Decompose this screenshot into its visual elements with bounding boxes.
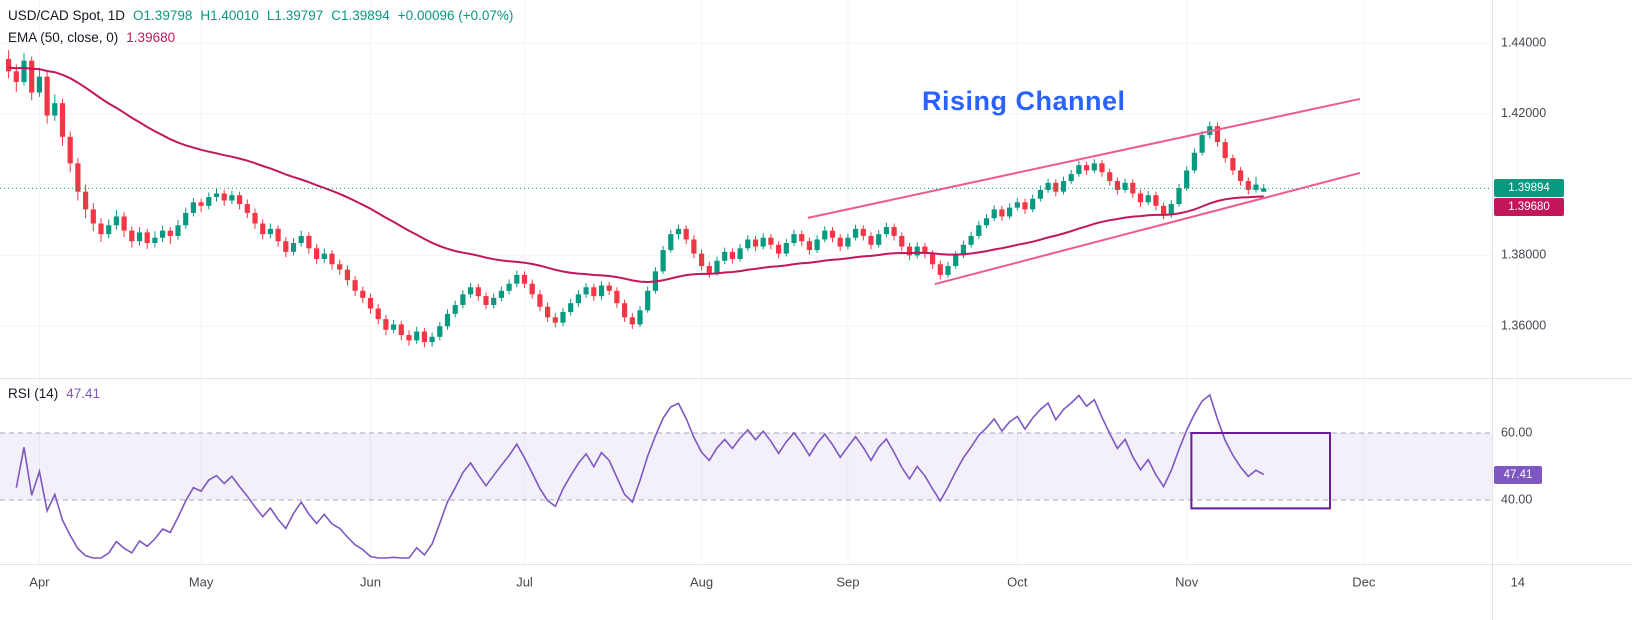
symbol-legend: USD/CAD Spot, 1D O1.39798 H1.40010 L1.39…: [8, 8, 513, 23]
ohlc-high: H1.40010: [200, 8, 259, 23]
rsi-value: 47.41: [66, 386, 101, 401]
svg-text:Nov: Nov: [1175, 574, 1199, 589]
svg-text:Sep: Sep: [836, 574, 859, 589]
channel-upper-line[interactable]: [807, 97, 1361, 219]
ohlc-close: C1.39894: [331, 8, 390, 23]
ema-value: 1.39680: [126, 30, 176, 45]
svg-text:Jun: Jun: [360, 574, 381, 589]
svg-text:1.36000: 1.36000: [1501, 318, 1546, 332]
rsi-line[interactable]: [15, 393, 1265, 559]
rsi-badge: 47.41: [1494, 466, 1542, 485]
ema-legend: EMA (50, close, 0) 1.39680: [8, 30, 175, 45]
svg-text:1.38000: 1.38000: [1501, 248, 1546, 262]
price-badge: 1.39894: [1494, 179, 1564, 198]
candlesticks[interactable]: [6, 50, 1267, 348]
svg-text:1.42000: 1.42000: [1501, 106, 1546, 120]
svg-text:40.00: 40.00: [1501, 492, 1532, 506]
ema-line[interactable]: [8, 66, 1264, 284]
svg-text:May: May: [189, 574, 214, 589]
rsi-legend: RSI (14) 47.41: [8, 386, 100, 401]
ohlc-open: O1.39798: [133, 8, 193, 23]
rising-channel-annotation-label[interactable]: Rising Channel: [922, 86, 1126, 116]
price-change: +0.00096 (+0.07%): [397, 8, 514, 23]
ohlc-low: L1.39797: [266, 8, 324, 23]
svg-text:1.44000: 1.44000: [1501, 35, 1546, 49]
rsi-band: [0, 433, 1492, 500]
rsi-label[interactable]: RSI (14): [8, 386, 59, 401]
symbol-title[interactable]: USD/CAD Spot, 1D: [8, 8, 126, 23]
svg-text:14: 14: [1511, 574, 1525, 589]
svg-text:60.00: 60.00: [1501, 425, 1532, 439]
svg-text:Oct: Oct: [1007, 574, 1028, 589]
svg-text:Dec: Dec: [1352, 574, 1376, 589]
svg-text:Apr: Apr: [29, 574, 50, 589]
rsi-highlight-box[interactable]: [1190, 432, 1332, 510]
channel-lower-line[interactable]: [934, 171, 1361, 286]
ema-label[interactable]: EMA (50, close, 0): [8, 30, 119, 45]
svg-text:Aug: Aug: [690, 574, 713, 589]
time-axis[interactable]: [0, 565, 1632, 620]
svg-text:Jul: Jul: [516, 574, 533, 589]
ema-badge: 1.39680: [1494, 198, 1564, 217]
